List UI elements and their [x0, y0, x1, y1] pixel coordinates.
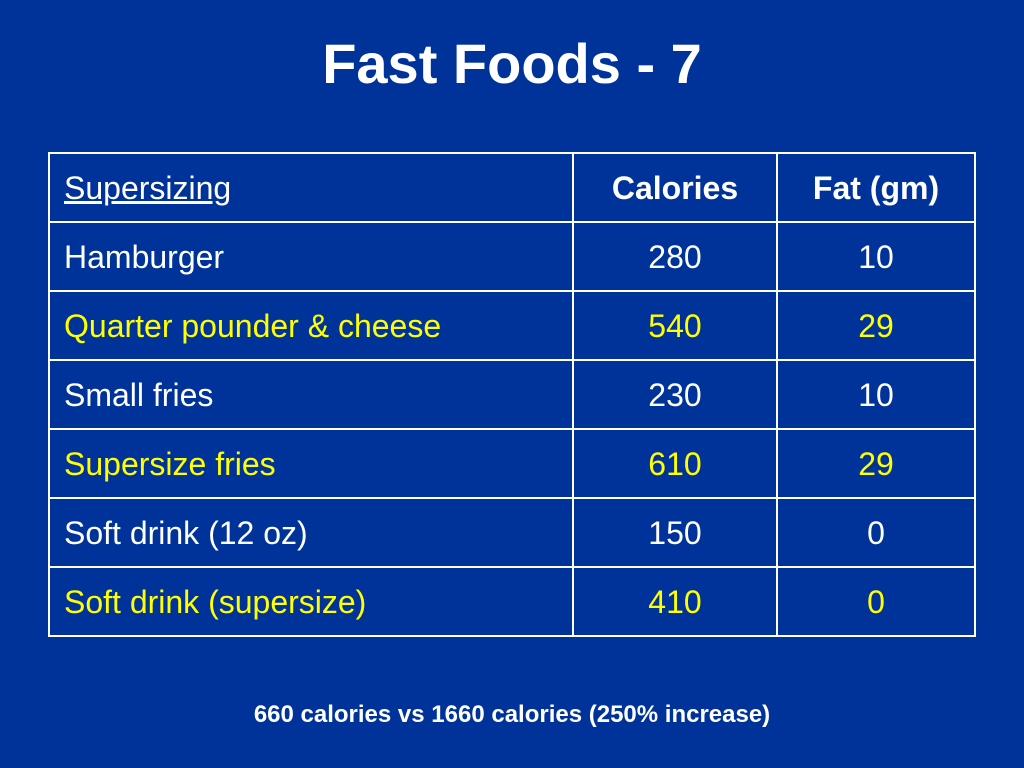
slide-title: Fast Foods - 7 — [322, 32, 702, 95]
table-row: Quarter pounder & cheese 540 29 — [48, 290, 976, 361]
table-row: Soft drink (12 oz) 150 0 — [48, 497, 976, 568]
table-row: Small fries 230 10 — [48, 359, 976, 430]
column-header-calories: Calories — [572, 152, 778, 223]
table-row: Supersize fries 610 29 — [48, 428, 976, 499]
fat-cell: 10 — [776, 359, 976, 430]
fat-cell: 10 — [776, 221, 976, 292]
item-name-cell: Soft drink (supersize) — [48, 566, 574, 637]
item-name-cell: Hamburger — [48, 221, 574, 292]
table-header-row: Supersizing Calories Fat (gm) — [48, 152, 976, 223]
nutrition-table: Supersizing Calories Fat (gm) Hamburger … — [48, 152, 976, 637]
fat-cell: 0 — [776, 497, 976, 568]
fat-cell: 29 — [776, 290, 976, 361]
table-row: Hamburger 280 10 — [48, 221, 976, 292]
calories-cell: 230 — [572, 359, 778, 430]
fat-cell: 0 — [776, 566, 976, 637]
calories-cell: 150 — [572, 497, 778, 568]
column-header-fat: Fat (gm) — [776, 152, 976, 223]
item-name-cell: Small fries — [48, 359, 574, 430]
column-header-supersizing: Supersizing — [48, 152, 574, 223]
calories-cell: 540 — [572, 290, 778, 361]
item-name-cell: Quarter pounder & cheese — [48, 290, 574, 361]
calories-cell: 610 — [572, 428, 778, 499]
fat-cell: 29 — [776, 428, 976, 499]
calories-cell: 280 — [572, 221, 778, 292]
summary-footnote: 660 calories vs 1660 calories (250% incr… — [253, 701, 771, 728]
item-name-cell: Soft drink (12 oz) — [48, 497, 574, 568]
item-name-cell: Supersize fries — [48, 428, 574, 499]
calories-cell: 410 — [572, 566, 778, 637]
table-row: Soft drink (supersize) 410 0 — [48, 566, 976, 637]
